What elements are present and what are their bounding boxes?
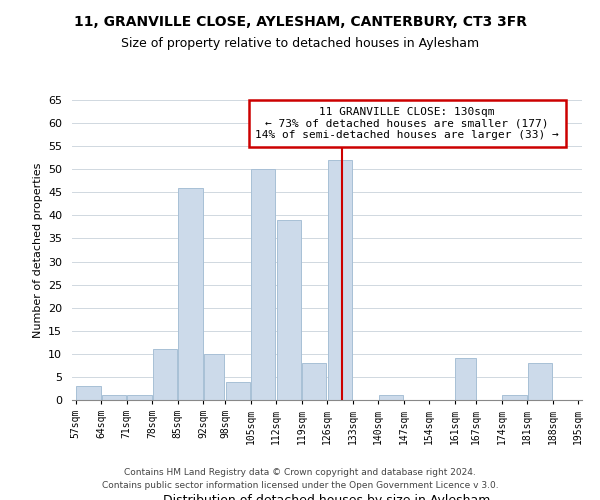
Text: 11, GRANVILLE CLOSE, AYLESHAM, CANTERBURY, CT3 3FR: 11, GRANVILLE CLOSE, AYLESHAM, CANTERBUR… [74,15,527,29]
Bar [178,188,203,400]
Y-axis label: Number of detached properties: Number of detached properties [32,162,43,338]
Bar [379,396,403,400]
Bar [226,382,250,400]
Text: Size of property relative to detached houses in Aylesham: Size of property relative to detached ho… [121,38,479,51]
Bar [203,354,224,400]
Bar [277,220,301,400]
Bar [502,396,527,400]
Bar [302,363,326,400]
Bar [76,386,101,400]
Bar [251,169,275,400]
Text: Contains public sector information licensed under the Open Government Licence v : Contains public sector information licen… [101,482,499,490]
Bar [127,396,152,400]
Text: 11 GRANVILLE CLOSE: 130sqm
← 73% of detached houses are smaller (177)
14% of sem: 11 GRANVILLE CLOSE: 130sqm ← 73% of deta… [255,107,559,140]
X-axis label: Distribution of detached houses by size in Aylesham: Distribution of detached houses by size … [163,494,491,500]
Bar [528,363,553,400]
Bar [101,396,126,400]
Text: Contains HM Land Registry data © Crown copyright and database right 2024.: Contains HM Land Registry data © Crown c… [124,468,476,477]
Bar [152,349,177,400]
Bar [455,358,476,400]
Bar [328,160,352,400]
